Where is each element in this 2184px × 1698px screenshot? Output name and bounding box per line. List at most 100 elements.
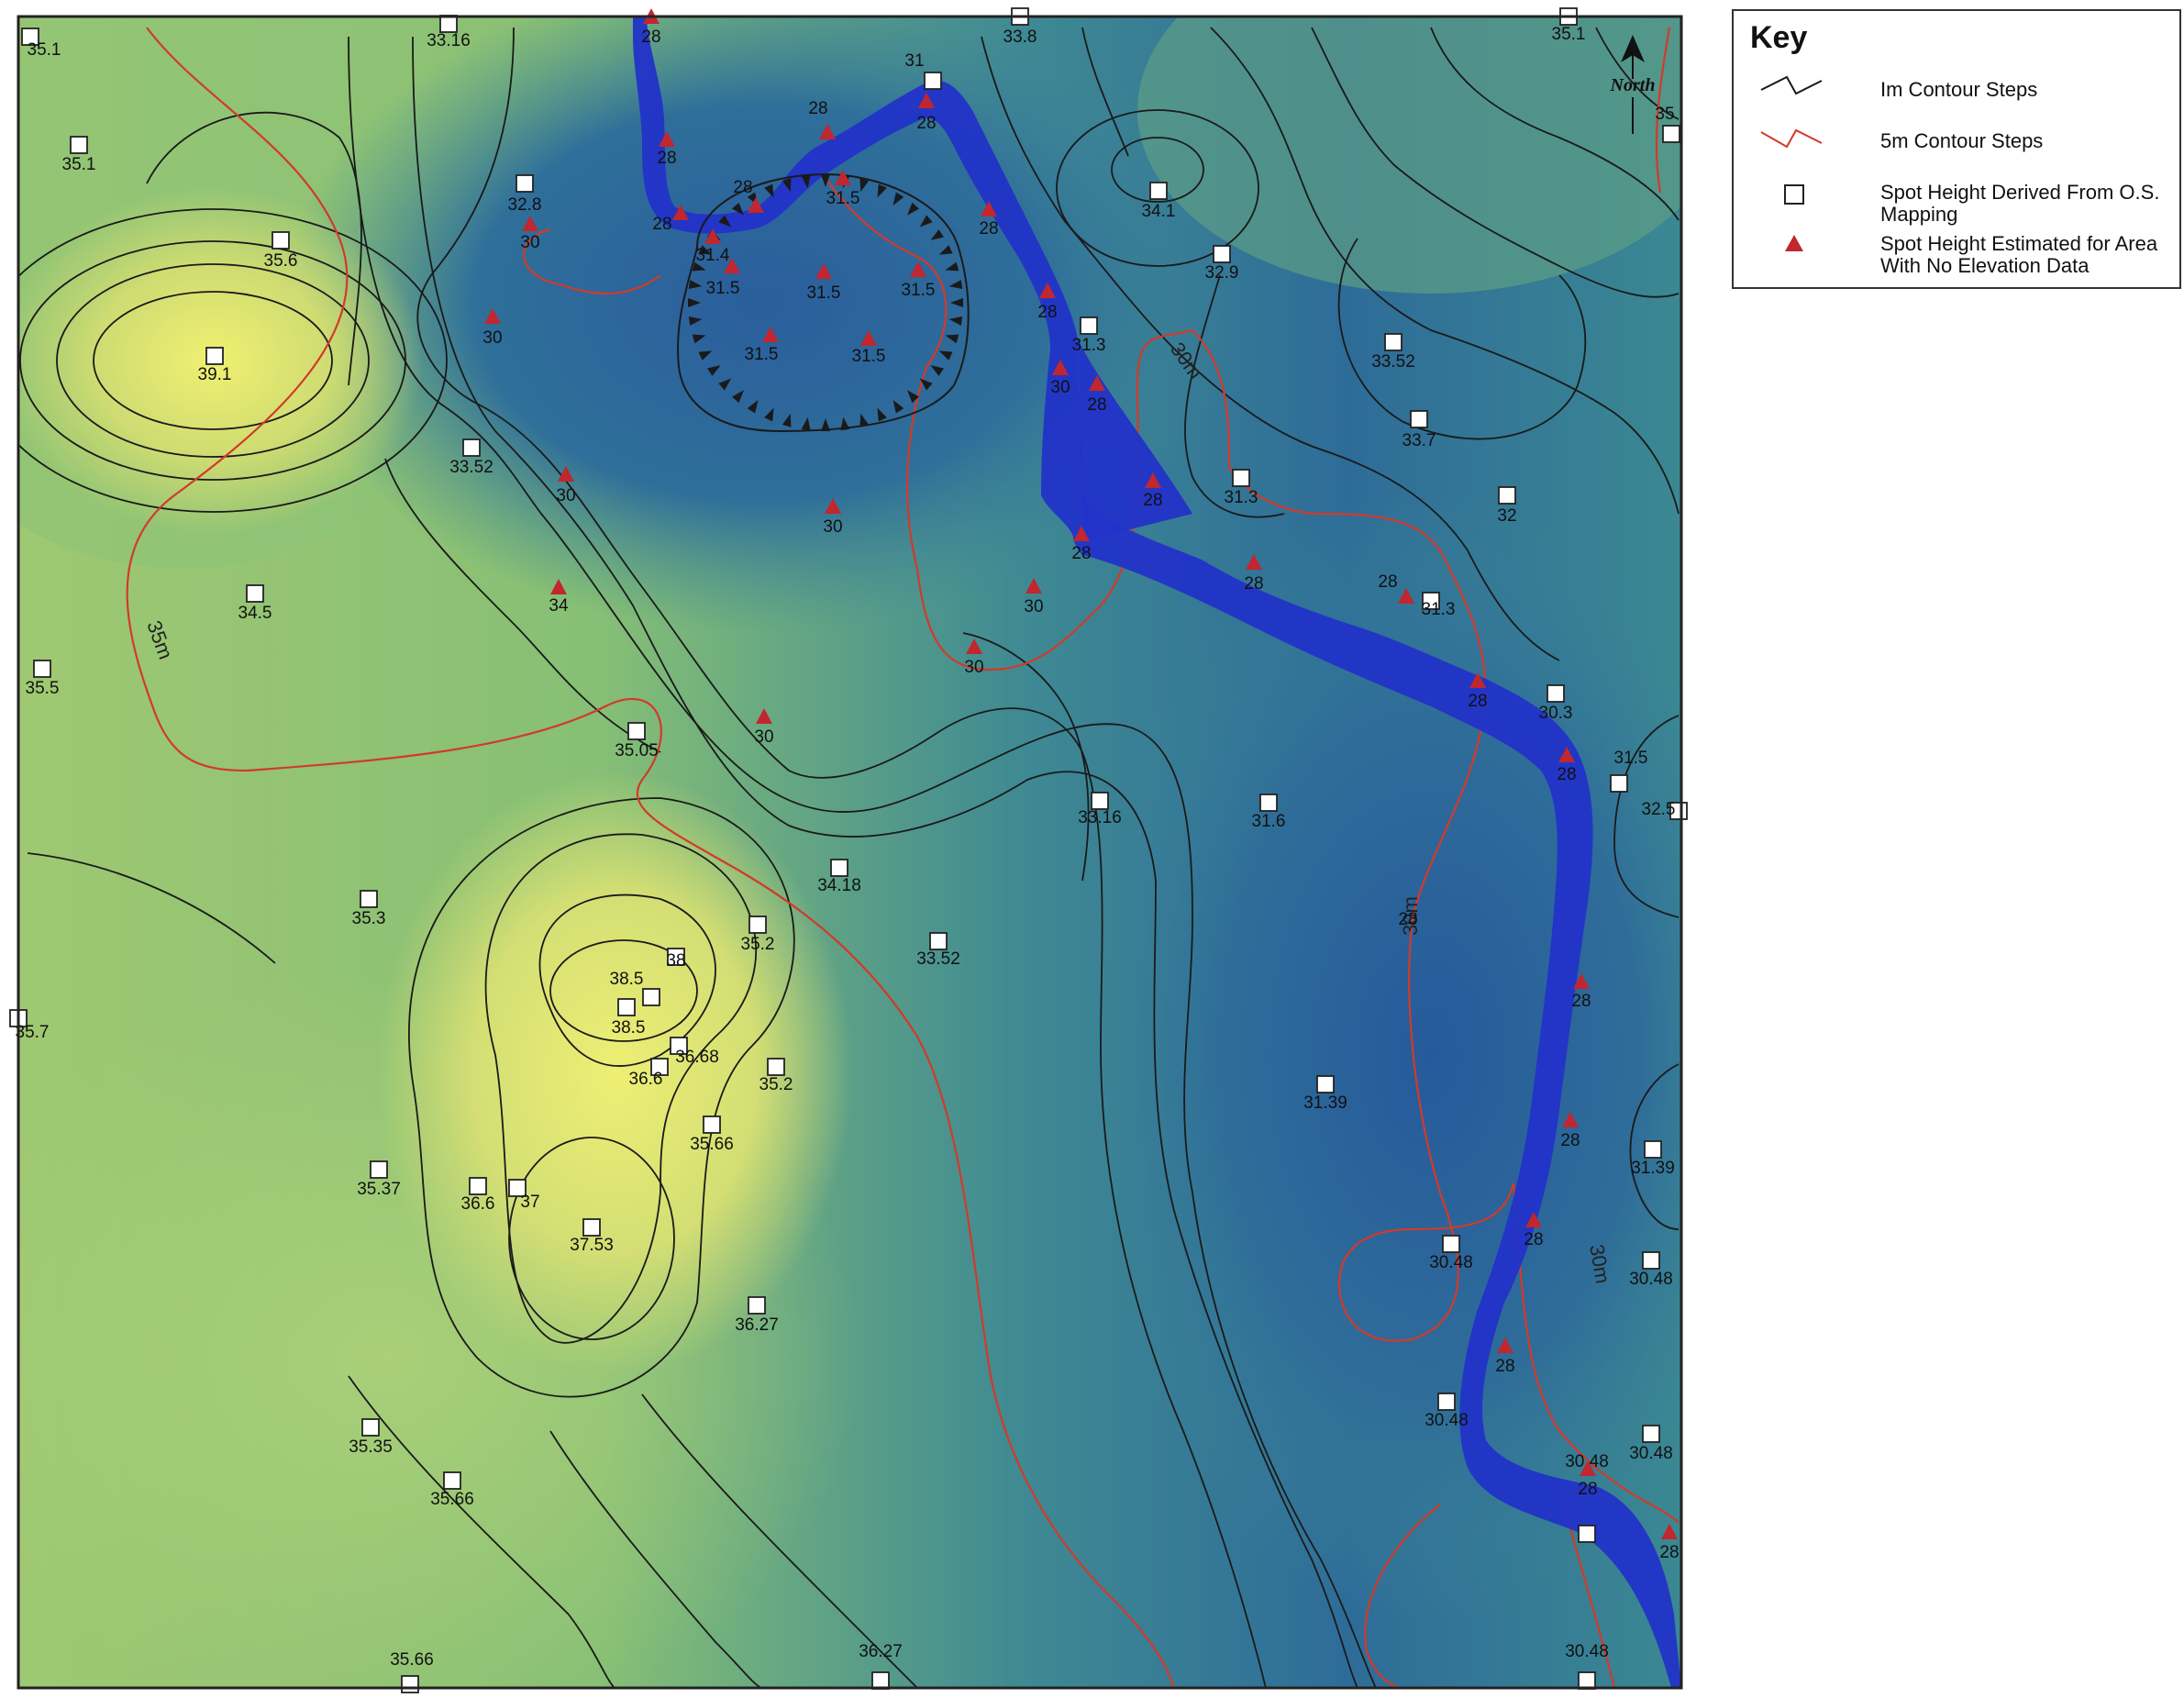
estimated-spot-height-label: 28: [979, 219, 998, 239]
os-spot-height-label: 30.48: [1629, 1444, 1673, 1463]
hachure-tick: [782, 178, 792, 193]
os-spot-height-marker: [508, 1179, 527, 1197]
os-spot-height-label: 35: [1655, 105, 1674, 124]
estimated-spot-height-marker: [659, 131, 675, 147]
estimated-spot-height-label: 28: [1468, 692, 1487, 711]
hachure-tick: [698, 245, 713, 255]
os-spot-height-marker: [871, 1671, 890, 1690]
os-spot-height-label: 30.48: [1565, 1452, 1609, 1471]
estimated-spot-height-label: 28: [1571, 992, 1591, 1011]
os-spot-height-label: 30.48: [1629, 1270, 1673, 1289]
north-arrow: North: [1601, 33, 1665, 134]
os-spot-height-marker: [767, 1058, 785, 1076]
estimated-spot-height-marker: [762, 327, 779, 342]
hachure-tick: [801, 174, 811, 189]
estimated-spot-height-marker: [1073, 526, 1090, 541]
os-spot-height-label: 31.5: [1614, 749, 1648, 768]
os-spot-height-marker: [272, 231, 290, 250]
estimated-spot-height-label: 30: [964, 658, 983, 677]
os-spot-height-label: 31.39: [1303, 1093, 1347, 1113]
estimated-spot-height-marker: [1145, 472, 1161, 488]
black-line-icon: [1760, 75, 1823, 95]
os-spot-height-marker: [1410, 410, 1428, 428]
os-spot-height-label: 32.5: [1642, 800, 1676, 819]
hachure-tick: [718, 378, 732, 391]
estimated-spot-height-marker: [484, 308, 501, 324]
hachure-tick: [840, 416, 850, 431]
os-spot-height-label: 38.5: [612, 1018, 646, 1038]
os-spot-height-marker: [246, 584, 264, 603]
legend-title: Key: [1750, 20, 1808, 55]
os-spot-height-marker: [401, 1675, 419, 1693]
hachure-tick: [692, 261, 706, 272]
estimated-spot-height-label: 28: [1659, 1543, 1679, 1562]
os-spot-height-label: 35.35: [349, 1437, 393, 1457]
os-spot-height-label: 30.48: [1565, 1642, 1609, 1661]
estimated-spot-height-label: 30: [1024, 597, 1043, 616]
estimated-spot-height-label: 28: [1398, 910, 1417, 929]
estimated-spot-height-label: 28: [1037, 303, 1057, 322]
estimated-spot-height-label: 28: [1071, 544, 1091, 563]
estimated-spot-height-label: 28: [1557, 765, 1576, 784]
os-spot-height-marker: [370, 1160, 388, 1179]
north-label: North: [1610, 75, 1656, 95]
estimated-spot-height-marker: [815, 263, 832, 279]
hachure-tick: [938, 350, 953, 361]
legend-label: 5m Contour Steps: [1880, 129, 2044, 152]
os-spot-height-marker: [439, 15, 458, 33]
os-spot-height-marker: [1498, 486, 1516, 505]
hachure-tick: [859, 178, 870, 193]
os-spot-height-label: 33.16: [427, 31, 471, 50]
estimated-spot-height-label: 30: [1050, 378, 1070, 397]
os-spot-height-label: 36.27: [859, 1642, 903, 1661]
hachure-tick: [892, 192, 904, 206]
white-square-icon: [1784, 184, 1804, 205]
os-spot-height-label: 35.66: [390, 1650, 434, 1670]
hachure-tick: [945, 334, 959, 344]
os-spot-height-marker: [1080, 316, 1098, 335]
estimated-spot-height-label: 28: [1560, 1131, 1580, 1150]
estimated-spot-height-marker: [1039, 283, 1056, 298]
os-spot-height-label: 39.1: [198, 365, 232, 384]
legend-item-5m-contour: 5m Contour Steps: [1734, 121, 2179, 176]
estimated-spot-height-label: 28: [733, 178, 752, 197]
hachure-tick: [907, 390, 920, 404]
legend-item-estimated-spot-height: Spot Height Estimated for Area With No E…: [1734, 226, 2179, 281]
legend-label: Im Contour Steps: [1880, 78, 2038, 101]
hachure-tick: [948, 316, 963, 326]
hachure-tick: [688, 316, 703, 326]
estimated-spot-height-marker: [1497, 1337, 1513, 1353]
hachure-tick: [782, 413, 792, 427]
os-spot-heights: 35.1 33.16 33.8 35.1 35.1 35 32.8 35.6 34.1 39.1 3…: [9, 7, 1688, 1693]
estimated-spot-height-marker: [1052, 360, 1069, 375]
hachure-tick: [821, 418, 830, 431]
estimated-spot-height-label: 28: [652, 215, 671, 234]
os-spot-height-marker: [1610, 774, 1628, 793]
estimated-spot-height-marker: [918, 93, 935, 108]
hachure-tick: [707, 365, 721, 376]
hachure-tick: [747, 399, 759, 414]
estimated-spot-height-marker: [1089, 375, 1105, 391]
estimated-spot-height-label: 34: [549, 596, 569, 616]
os-spot-height-label: 37.53: [570, 1236, 614, 1255]
os-spot-height-label: 32: [1497, 506, 1516, 526]
os-spot-height-marker: [1316, 1075, 1335, 1093]
os-spot-height-marker: [830, 859, 848, 877]
os-spot-height-marker: [1149, 182, 1168, 200]
os-spot-height-label: 33.8: [1003, 28, 1037, 47]
legend-label: Spot Height Derived From O.S. Mapping: [1880, 181, 2160, 226]
os-spot-height-marker: [205, 347, 224, 365]
os-spot-height-label: 34.1: [1142, 202, 1176, 221]
os-spot-height-marker: [1259, 794, 1278, 812]
os-spot-height-label: 35.05: [615, 741, 659, 760]
os-spot-height-label: 31.6: [1252, 812, 1286, 831]
red-line-icon: [1760, 128, 1823, 149]
os-spot-height-marker: [748, 916, 767, 934]
os-spot-height-marker: [1232, 469, 1250, 487]
os-spot-height-marker: [21, 28, 39, 46]
os-spot-height-marker: [642, 988, 660, 1006]
os-spot-height-marker: [650, 1058, 669, 1076]
os-spot-height-marker: [1578, 1525, 1596, 1543]
legend-label: Spot Height Estimated for Area With No E…: [1880, 232, 2158, 277]
